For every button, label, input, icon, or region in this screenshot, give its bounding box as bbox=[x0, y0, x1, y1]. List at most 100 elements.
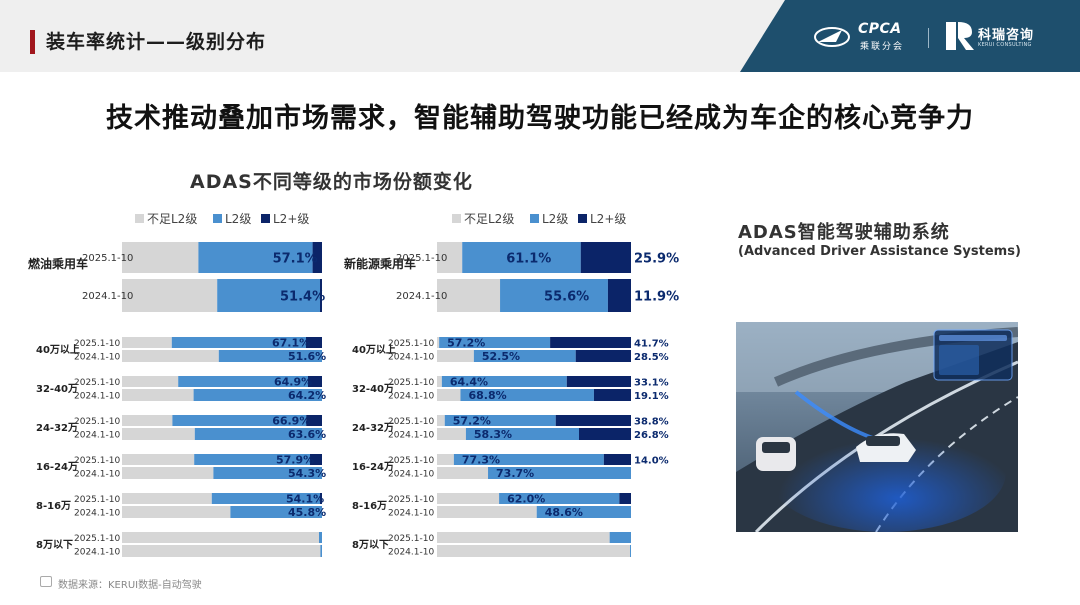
bar-segment-nev-l2plus bbox=[566, 376, 631, 387]
bar-segment-nev-below-l2 bbox=[437, 545, 631, 557]
bar-segment-nev-below-l2 bbox=[437, 389, 461, 401]
period-label-ice: 2025.1-10 bbox=[74, 495, 120, 505]
bar-segment-ice-l2plus bbox=[320, 279, 322, 312]
category-label-nev-total: 新能源乘用车 bbox=[344, 256, 416, 271]
bar-segment-nev-l2 bbox=[439, 337, 551, 348]
l2plus-value-label-nev: 11.9% bbox=[634, 290, 679, 305]
period-label-ice: 2024.1-10 bbox=[74, 509, 120, 519]
category-label-ice-1: 32-40万 bbox=[36, 383, 78, 395]
period-label-ice: 2024.1-10 bbox=[82, 291, 133, 302]
l2-value-label-ice: 67.1% bbox=[272, 337, 310, 350]
bar-segment-nev-l2 bbox=[488, 467, 631, 479]
bar-segment-nev-l2plus bbox=[580, 242, 631, 273]
headline: 技术推动叠加市场需求，智能辅助驾驶功能已经成为车企的核心竞争力 bbox=[106, 103, 974, 134]
l2-value-label-ice: 45.8% bbox=[288, 506, 326, 519]
period-label-ice: 2024.1-10 bbox=[74, 431, 120, 441]
kerui-logo-text: 科瑞咨询 bbox=[978, 28, 1035, 43]
bar-segment-ice-below-l2 bbox=[122, 532, 319, 543]
bar-segment-nev-below-l2 bbox=[437, 242, 463, 273]
bar-segment-nev-below-l2 bbox=[437, 532, 610, 543]
category-label-ice-2: 24-32万 bbox=[36, 422, 78, 434]
bar-segment-nev-l2 bbox=[473, 350, 576, 362]
kerui-logo-subtext: KERUI CONSULTING bbox=[978, 42, 1032, 48]
bar-segment-nev-below-l2 bbox=[437, 493, 500, 504]
l2-value-label-nev: 61.1% bbox=[506, 252, 551, 267]
bar-segment-ice-l2 bbox=[172, 415, 307, 426]
legend-swatch-ice-1 bbox=[213, 214, 222, 223]
bar-segment-nev-below-l2 bbox=[437, 279, 501, 312]
category-label-nev-0: 40万以上 bbox=[352, 343, 396, 356]
l2plus-value-label-nev: 26.8% bbox=[634, 430, 669, 441]
period-label-nev: 2024.1-10 bbox=[388, 509, 434, 519]
period-label-nev: 2025.1-10 bbox=[388, 378, 434, 388]
bar-segment-ice-l2 bbox=[194, 428, 322, 440]
period-label-ice: 2025.1-10 bbox=[74, 378, 120, 388]
category-label-ice-5: 8万以下 bbox=[36, 539, 73, 551]
legend-swatch-nev-0 bbox=[452, 214, 461, 223]
l2-value-label-nev: 55.6% bbox=[544, 290, 589, 305]
legend-label-ice-2: L2+级 bbox=[273, 212, 309, 226]
period-label-ice: 2024.1-10 bbox=[74, 470, 120, 480]
bar-segment-ice-l2 bbox=[213, 467, 322, 479]
bar-segment-nev-l2 bbox=[453, 454, 604, 465]
bar-segment-nev-below-l2 bbox=[437, 350, 474, 362]
l2plus-value-label-nev: 28.5% bbox=[634, 352, 669, 363]
l2-value-label-ice: 57.1% bbox=[273, 252, 318, 267]
period-label-ice: 2024.1-10 bbox=[74, 353, 120, 363]
category-label-ice-4: 8-16万 bbox=[36, 500, 71, 512]
bar-segment-nev-l2 bbox=[462, 242, 581, 273]
bar-segment-nev-l2 bbox=[609, 532, 631, 543]
category-label-ice-0: 40万以上 bbox=[36, 343, 80, 356]
period-label-ice: 2025.1-10 bbox=[82, 253, 133, 264]
l2plus-value-label-nev: 25.9% bbox=[634, 252, 679, 267]
period-label-ice: 2025.1-10 bbox=[74, 456, 120, 466]
bar-segment-nev-l2plus bbox=[593, 389, 631, 401]
bar-segment-nev-l2plus bbox=[603, 454, 631, 465]
period-label-nev: 2025.1-10 bbox=[388, 456, 434, 466]
bar-segment-ice-below-l2 bbox=[122, 389, 194, 401]
category-label-nev-3: 16-24万 bbox=[352, 461, 394, 473]
l2-value-label-nev: 64.4% bbox=[450, 376, 488, 389]
bar-segment-ice-l2plus bbox=[320, 493, 322, 504]
bar-segment-nev-l2plus bbox=[619, 493, 631, 504]
l2-value-label-ice: 57.9% bbox=[276, 454, 314, 467]
bar-segment-nev-below-l2 bbox=[437, 467, 489, 479]
cpca-logo-subtext: 乘联分会 bbox=[860, 42, 905, 52]
l2-value-label-ice: 54.1% bbox=[286, 493, 324, 506]
header-bar: 装车率统计——级别分布 CPCA 乘联分会 科瑞咨询 KERUI CONSULT… bbox=[0, 0, 1080, 72]
bar-segment-ice-below-l2 bbox=[122, 242, 199, 273]
bar-segment-nev-l2plus bbox=[550, 337, 631, 348]
l2plus-value-label-nev: 38.8% bbox=[634, 417, 669, 428]
period-label-nev: 2025.1-10 bbox=[388, 339, 434, 349]
period-label-ice: 2024.1-10 bbox=[74, 548, 120, 558]
bar-segment-nev-l2 bbox=[536, 506, 631, 518]
l2-value-label-nev: 62.0% bbox=[507, 493, 545, 506]
bar-segment-ice-l2 bbox=[198, 242, 313, 273]
l2plus-value-label-nev: 14.0% bbox=[634, 456, 669, 467]
period-label-ice: 2025.1-10 bbox=[74, 417, 120, 427]
adas-title: ADAS智能驾驶辅助系统 bbox=[738, 222, 950, 243]
source-note: 数据来源：KERUI数据-自动驾驶 bbox=[58, 580, 202, 591]
bar-segment-ice-below-l2 bbox=[122, 376, 179, 387]
brand-band bbox=[740, 0, 1080, 72]
bar-segment-ice-l2 bbox=[178, 376, 308, 387]
bar-segment-ice-l2plus bbox=[310, 454, 322, 465]
bar-segment-ice-below-l2 bbox=[122, 506, 231, 518]
bar-segment-nev-below-l2 bbox=[437, 428, 466, 440]
adas-subtitle: (Advanced Driver Assistance Systems) bbox=[738, 244, 1021, 259]
bar-segment-ice-l2 bbox=[218, 350, 322, 362]
l2plus-value-label-nev: 33.1% bbox=[634, 378, 669, 389]
bar-segment-nev-below-l2 bbox=[437, 454, 454, 465]
l2-value-label-ice: 64.2% bbox=[288, 389, 326, 402]
period-label-ice: 2025.1-10 bbox=[74, 534, 120, 544]
l2plus-value-label-nev: 41.7% bbox=[634, 339, 669, 350]
bar-segment-ice-l2plus bbox=[306, 337, 322, 348]
legend-label-ice-1: L2级 bbox=[225, 212, 251, 226]
bar-segment-ice-below-l2 bbox=[122, 279, 218, 312]
l2-value-label-nev: 68.8% bbox=[468, 389, 506, 402]
bar-segment-ice-l2 bbox=[319, 532, 322, 543]
bar-segment-nev-l2plus bbox=[607, 279, 631, 312]
bar-segment-ice-l2 bbox=[230, 506, 322, 518]
category-label-ice-total: 燃油乘用车 bbox=[28, 256, 88, 271]
bar-segment-ice-below-l2 bbox=[122, 415, 173, 426]
